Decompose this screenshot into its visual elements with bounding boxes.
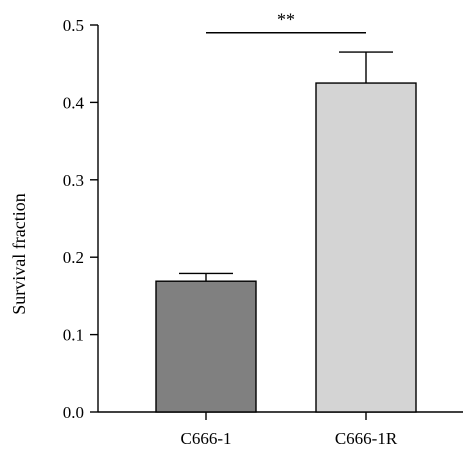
x-tick-label: C666-1R — [335, 429, 398, 448]
y-tick-label: 0.4 — [63, 93, 85, 112]
y-tick-label: 0.3 — [63, 171, 84, 190]
x-tick-label: C666-1 — [181, 429, 232, 448]
bar — [315, 82, 417, 413]
y-tick-label: 0.5 — [63, 16, 84, 35]
y-axis-label: Survival fraction — [9, 193, 29, 314]
y-tick-label: 0.1 — [63, 326, 84, 345]
bar — [155, 280, 257, 413]
significance-label: ** — [277, 10, 295, 30]
y-tick-label: 0.2 — [63, 248, 84, 267]
y-tick-label: 0.0 — [63, 403, 84, 422]
